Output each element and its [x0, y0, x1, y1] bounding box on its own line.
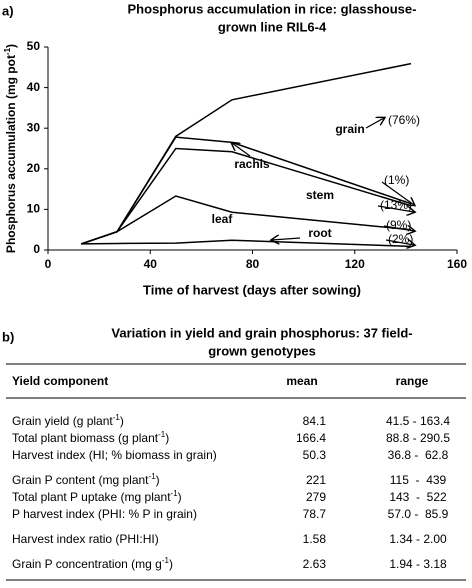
column-header: range — [396, 374, 429, 388]
series-line — [80, 195, 412, 245]
y-tick-label: 10 — [27, 202, 41, 216]
mean-cell: 1.58 — [303, 532, 327, 546]
panel-label: a) — [2, 3, 14, 18]
mean-cell: 221 — [306, 473, 326, 487]
y-axis-label: Phosphorus accumulation (mg pot-1) — [3, 44, 19, 253]
text-part: Total plant P uptake (mg plant — [12, 490, 171, 504]
mean-cell: 50.3 — [303, 448, 327, 462]
y-tick-label: 0 — [33, 242, 40, 256]
text-part: Harvest index (HI; % biomass in grain) — [12, 448, 217, 462]
x-tick-label: 120 — [345, 257, 365, 271]
arrow — [385, 240, 414, 245]
series-line — [80, 62, 412, 245]
series-label: root — [308, 226, 331, 240]
text-part: ) — [4, 44, 18, 48]
series-label: leaf — [212, 212, 234, 226]
range-cell: 1.94 - 3.18 — [389, 557, 447, 571]
y-tick-label: 30 — [27, 120, 41, 134]
arrow — [272, 238, 301, 240]
row-label: Total plant P uptake (mg plant-1) — [12, 489, 182, 505]
column-header: Yield component — [12, 374, 108, 388]
text-part: Grain P concentration (mg g — [12, 557, 162, 571]
arrow — [365, 118, 384, 129]
range-cell: 57.0 - 85.9 — [388, 507, 449, 521]
mean-cell: 279 — [306, 490, 326, 504]
annotation: (2%) — [388, 232, 413, 246]
row-label: Grain P concentration (mg g-1) — [12, 556, 173, 572]
annotation: (9%) — [386, 218, 411, 232]
table-title: grown genotypes — [208, 343, 316, 358]
y-tick-label: 50 — [27, 39, 41, 53]
x-tick-label: 0 — [45, 257, 52, 271]
superscript: -1 — [162, 556, 170, 565]
superscript: -1 — [149, 472, 157, 481]
text-part: ) — [165, 431, 169, 445]
superscript: -1 — [113, 413, 121, 422]
text-part: Phosphorus accumulation (mg pot — [4, 55, 18, 253]
x-tick-label: 160 — [447, 257, 467, 271]
chart-title: Phosphorus accumulation in rice: glassho… — [128, 1, 417, 16]
annotation: (76%) — [388, 113, 420, 127]
series-line — [81, 239, 412, 248]
row-label: P harvest index (PHI: % P in grain) — [12, 507, 197, 521]
y-tick-label: 20 — [27, 161, 41, 175]
column-header: mean — [286, 374, 317, 388]
text-part: P harvest index (PHI: % P in grain) — [12, 507, 197, 521]
mean-cell: 2.63 — [303, 557, 327, 571]
series-label: stem — [306, 188, 334, 202]
arrow — [232, 143, 251, 157]
text-part: Harvest index ratio (PHI:HI) — [12, 532, 159, 546]
y-tick-label: 40 — [27, 80, 41, 94]
text-part: ) — [169, 557, 173, 571]
arrow — [381, 181, 414, 205]
range-cell: 36.8 - 62.8 — [388, 448, 449, 462]
text-part: ) — [178, 490, 182, 504]
chart-title: grown line RIL6-4 — [218, 19, 327, 34]
text-part: ) — [120, 414, 124, 428]
annotation: (13%) — [380, 198, 412, 212]
x-tick-label: 80 — [246, 257, 260, 271]
range-cell: 41.5 - 163.4 — [386, 414, 450, 428]
table-title: Variation in yield and grain phosphorus:… — [111, 325, 412, 340]
mean-cell: 84.1 — [303, 414, 327, 428]
range-cell: 1.34 - 2.00 — [389, 532, 447, 546]
text-part: Grain yield (g plant — [12, 414, 113, 428]
text-part: Grain P content (mg plant — [12, 473, 149, 487]
row-label: Harvest index (HI; % biomass in grain) — [12, 448, 217, 462]
panel-label: b) — [2, 329, 14, 344]
text-part: Total plant biomass (g plant — [12, 431, 159, 445]
range-cell: 88.8 - 290.5 — [386, 431, 450, 445]
text-part: ) — [156, 473, 160, 487]
series-label: rachis — [234, 157, 270, 171]
row-label: Harvest index ratio (PHI:HI) — [12, 532, 159, 546]
superscript: -1 — [158, 430, 166, 439]
row-label: Grain yield (g plant-1) — [12, 413, 124, 429]
range-cell: 115 - 439 — [390, 473, 447, 487]
arrow — [377, 205, 414, 212]
x-axis-label: Time of harvest (days after sowing) — [143, 282, 361, 297]
superscript: -1 — [3, 47, 12, 55]
series-label: grain — [335, 122, 364, 136]
superscript: -1 — [171, 489, 179, 498]
annotation: (1%) — [384, 173, 409, 187]
x-tick-label: 40 — [144, 257, 158, 271]
row-label: Grain P content (mg plant-1) — [12, 472, 160, 488]
row-label: Total plant biomass (g plant-1) — [12, 430, 169, 446]
mean-cell: 78.7 — [303, 507, 327, 521]
mean-cell: 166.4 — [296, 431, 326, 445]
range-cell: 143 - 522 — [389, 490, 447, 504]
